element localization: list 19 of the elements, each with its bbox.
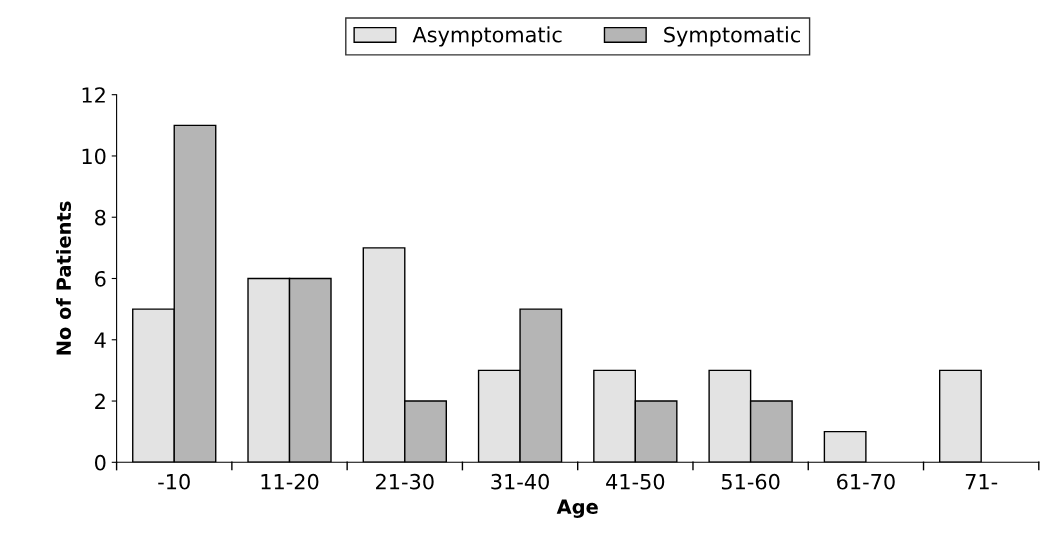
x-axis-title: Age	[556, 499, 598, 518]
y-tick-label: 6	[95, 270, 106, 287]
y-axis-title: No of Patients	[55, 201, 72, 355]
y-tick-label: 8	[95, 209, 106, 226]
x-tick-label: 61-70	[837, 473, 895, 490]
x-tick-label: 21-30	[376, 473, 434, 490]
y-tick-label: 2	[95, 393, 105, 409]
y-tick-label: 0	[95, 454, 106, 471]
x-tick-label: 51-60	[721, 473, 780, 490]
y-tick-label: 12	[82, 87, 105, 103]
x-tick-label: -10	[158, 473, 190, 490]
y-tick-label: 4	[94, 332, 106, 348]
x-tick-label: 31-40	[491, 473, 549, 490]
x-tick-label: 11-20	[261, 473, 319, 490]
x-tick-label: 71-	[965, 474, 998, 490]
y-tick-label: 10	[82, 148, 106, 165]
legend-label: Symptomatic	[664, 26, 800, 47]
legend-label: Asymptomatic	[412, 26, 562, 47]
x-tick-label: 41-50	[606, 473, 665, 490]
